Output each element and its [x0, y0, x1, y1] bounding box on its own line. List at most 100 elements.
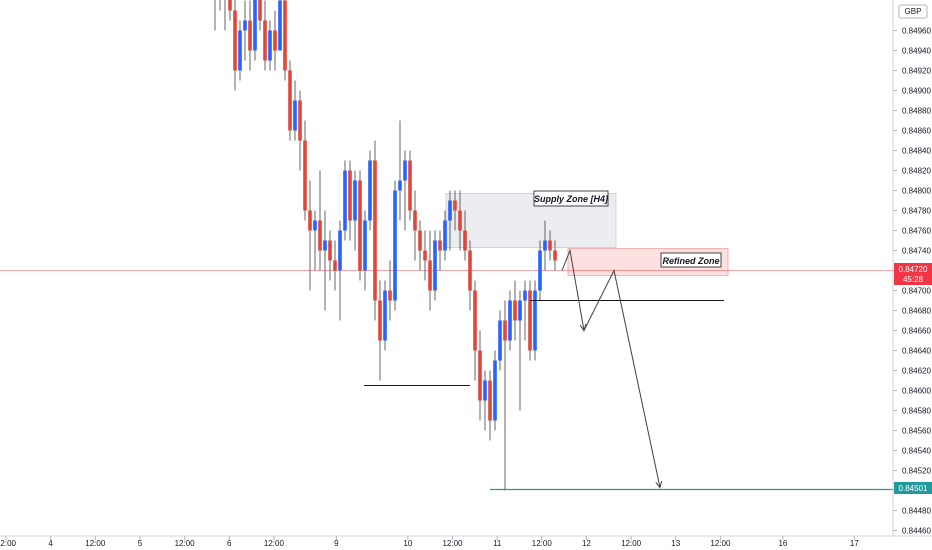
candle-body — [503, 320, 507, 341]
candle-body — [538, 250, 542, 291]
price-tick-label: 0.84600 — [902, 387, 931, 396]
time-tick-label: 5 — [138, 539, 143, 548]
currency-badge-box — [898, 4, 928, 19]
candle-body — [378, 300, 382, 341]
target-price-value: 0.84501 — [899, 484, 928, 493]
candle-body — [453, 200, 457, 211]
candle-body — [258, 0, 262, 21]
candle-body — [308, 210, 312, 231]
price-axis[interactable]: 0.84960 0.84940 0.84920 0.84900 0.84880 0.848… — [893, 27, 931, 536]
candle-body — [393, 190, 397, 301]
price-tick-label: 0.84940 — [902, 47, 931, 56]
price-tick-label: 0.84660 — [902, 327, 931, 336]
time-tick-label: 6 — [227, 539, 232, 548]
price-tick-label: 0.84680 — [902, 307, 931, 316]
candle-body — [363, 220, 367, 271]
candle-body — [408, 160, 412, 211]
candle-body — [238, 30, 242, 71]
projection-arrowhead-1 — [579, 323, 587, 332]
candle-body — [283, 0, 287, 71]
price-tick-label: 0.84620 — [902, 367, 931, 376]
candle-body — [438, 240, 442, 251]
time-tick-label: 12:00 — [532, 539, 553, 548]
candle-body — [343, 170, 347, 231]
candle-body — [368, 160, 372, 221]
price-tick-label: 0.84920 — [902, 67, 931, 76]
time-tick-label: 11 — [493, 539, 502, 548]
candle-body — [288, 70, 292, 131]
price-tick-label: 0.84780 — [902, 207, 931, 216]
candle-body — [293, 100, 297, 131]
supply-zone-label: Supply Zone [H4] — [534, 194, 609, 204]
drawings-layer — [364, 248, 893, 491]
candle-body — [318, 220, 322, 251]
candle-body — [518, 300, 522, 321]
candle-body — [388, 290, 392, 301]
current-price-value: 0.84720 — [899, 265, 928, 274]
candle-body — [263, 20, 267, 61]
candle-body — [358, 180, 362, 271]
current-price-tag: 0.84720 45:28 — [894, 263, 932, 285]
currency-badge[interactable]: GBP — [898, 4, 928, 19]
time-tick-label: 13 — [671, 539, 680, 548]
refined-zone-label-box: Refined Zone — [660, 252, 722, 268]
price-tick-label: 0.84800 — [902, 187, 931, 196]
candle-body — [413, 210, 417, 231]
currency-label: GBP — [905, 7, 922, 16]
candle-body — [448, 200, 452, 221]
candle-body — [458, 210, 462, 231]
candle-body — [433, 240, 437, 291]
candle-body — [523, 290, 527, 301]
time-tick-label: 12:00 — [175, 539, 196, 548]
price-tick-label: 0.84460 — [902, 527, 931, 536]
candle-body — [248, 20, 252, 51]
candle-body — [493, 360, 497, 421]
candle-body — [383, 290, 387, 341]
price-tick-label: 0.84960 — [902, 27, 931, 36]
candle-body — [233, 10, 237, 71]
candle-body — [543, 240, 547, 251]
candle-body — [268, 30, 272, 61]
candle-body — [533, 290, 537, 351]
candle-body — [418, 230, 422, 251]
candle-body — [463, 230, 467, 251]
candle-body — [228, 0, 232, 11]
price-tick-label: 0.84480 — [902, 507, 931, 516]
price-tick-label: 0.84560 — [902, 427, 931, 436]
price-tick-label: 0.84640 — [902, 347, 931, 356]
candle-body — [348, 170, 352, 221]
candle-body — [253, 0, 257, 51]
candle-body — [478, 350, 482, 401]
supply-zone-label-box: Supply Zone [H4] — [533, 190, 609, 207]
price-tick-label: 0.84840 — [902, 147, 931, 156]
time-tick-label: 16 — [778, 539, 787, 548]
candle-body — [398, 180, 402, 191]
time-tick-label: 4 — [48, 539, 53, 548]
candle-body — [323, 240, 327, 251]
bar-countdown: 45:28 — [903, 275, 924, 284]
price-tick-label: 0.84580 — [902, 407, 931, 416]
time-tick-label: 9 — [334, 539, 339, 548]
time-tick-label: 12:00 — [621, 539, 642, 548]
candle-body — [313, 220, 317, 231]
projection-arrowhead-2 — [655, 480, 663, 489]
time-axis[interactable]: 12:00 4 12:00 5 12:00 6 12:00 9 10 12:00 11 12:00 12… — [0, 536, 859, 548]
candle-body — [328, 240, 332, 261]
candle-body — [513, 300, 517, 321]
time-tick-label: 12:00 — [264, 539, 285, 548]
candle-body — [273, 30, 277, 51]
candle-body — [468, 250, 472, 291]
candle-body — [303, 140, 307, 211]
price-tick-label: 0.84900 — [902, 87, 931, 96]
candle-body — [488, 380, 492, 421]
price-tick-label: 0.84740 — [902, 247, 931, 256]
time-tick-label: 12:00 — [85, 539, 106, 548]
time-tick-label: 17 — [850, 539, 859, 548]
time-tick-label: 12:00 — [442, 539, 463, 548]
candle-body — [298, 100, 302, 141]
candle-body — [508, 300, 512, 341]
price-tick-label: 0.84700 — [902, 287, 931, 296]
candle-body — [353, 180, 357, 221]
refined-zone-label: Refined Zone — [662, 256, 719, 266]
